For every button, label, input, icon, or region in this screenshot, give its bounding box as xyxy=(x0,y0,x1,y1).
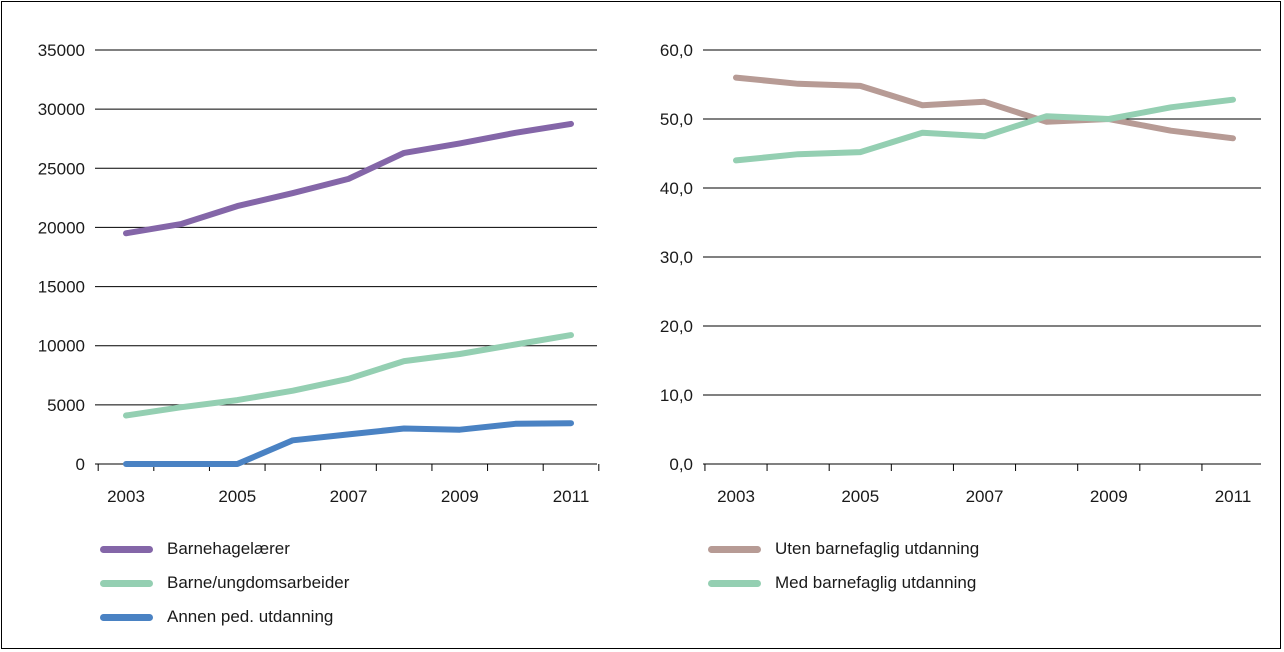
legend-swatch xyxy=(708,545,761,553)
y-tick-label: 20,0 xyxy=(660,317,693,336)
legend-swatch xyxy=(708,579,761,587)
series-line-annen-ped-utdanning xyxy=(123,420,574,467)
y-tick-label: 40,0 xyxy=(660,179,693,198)
x-tick-label: 2009 xyxy=(1090,487,1128,506)
y-tick-label: 5000 xyxy=(47,396,85,415)
y-tick-label: 60,0 xyxy=(660,41,693,60)
y-tick-label: 10000 xyxy=(38,337,85,356)
legend-item-barnehagelaerer: Barnehagelærer xyxy=(100,539,290,559)
x-tick-label: 2005 xyxy=(218,487,256,506)
series-line-med-barnefaglig-utdanning xyxy=(733,96,1236,164)
y-tick-label: 25000 xyxy=(38,159,85,178)
legend-swatch xyxy=(100,579,153,587)
y-tick-label: 10,0 xyxy=(660,386,693,405)
right-line-chart: 0,0 10,0 20,0 30,0 40,0 50,0 60,0 2003 2005 2007 2… xyxy=(660,41,1261,506)
series-line-uten-barnefaglig-utdanning xyxy=(733,74,1236,142)
series-line-barne-ungdomsarbeider xyxy=(123,332,574,419)
legend-label: Barnehagelærer xyxy=(167,539,290,558)
legend-label: Uten barnefaglig utdanning xyxy=(775,539,980,558)
x-tick-label: 2011 xyxy=(553,487,590,506)
legend-swatch xyxy=(100,613,153,621)
legend-label: Annen ped. utdanning xyxy=(167,607,334,626)
y-tick-label: 30,0 xyxy=(660,248,693,267)
x-tick-label: 2003 xyxy=(717,487,755,506)
y-tick-label: 35000 xyxy=(38,41,85,60)
x-tick-label: 2007 xyxy=(330,487,368,506)
y-tick-label: 15000 xyxy=(38,278,85,297)
x-tick-label: 2009 xyxy=(441,487,479,506)
y-tick-label: 0,0 xyxy=(669,455,693,474)
y-tick-label: 30000 xyxy=(38,100,85,119)
legend-item-med-barnefaglig: Med barnefaglig utdanning xyxy=(708,573,976,593)
y-tick-label: 0 xyxy=(76,455,85,474)
series-line-barnehagel-rer xyxy=(123,120,574,237)
legend-swatch xyxy=(100,545,153,553)
left-line-chart: 0 5000 10000 15000 20000 25000 30000 35000 2003 2… xyxy=(38,41,600,506)
y-tick-label: 50,0 xyxy=(660,110,693,129)
x-tick-label: 2007 xyxy=(966,487,1004,506)
x-tick-label: 2005 xyxy=(841,487,879,506)
y-tick-label: 20000 xyxy=(38,218,85,237)
legend-item-annen-ped-utdanning: Annen ped. utdanning xyxy=(100,607,333,627)
legend-label: Barne/ungdomsarbeider xyxy=(167,573,350,592)
legend-label: Med barnefaglig utdanning xyxy=(775,573,977,592)
x-tick-label: 2011 xyxy=(1215,487,1252,506)
legend-item-uten-barnefaglig: Uten barnefaglig utdanning xyxy=(708,539,979,559)
x-tick-label: 2003 xyxy=(107,487,145,506)
legend-item-barne-ungdomsarbeider: Barne/ungdomsarbeider xyxy=(100,573,349,593)
